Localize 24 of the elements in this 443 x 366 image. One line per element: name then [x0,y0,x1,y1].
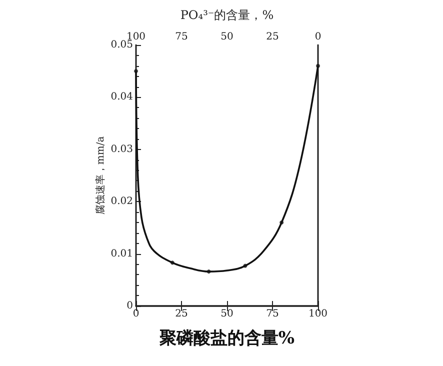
x-tick-label: 100 [308,308,328,320]
x-tick-label: 50 [220,308,234,320]
y-tick-label: 0.04 [110,92,133,103]
x2-tick-label: 0 [314,32,322,42]
x-tick-label: 25 [175,308,188,320]
y-axis-title: 腐蚀速率，mm/a [94,136,106,215]
point [170,260,174,265]
line-series [135,64,319,272]
x2-axis-title: PO₄³⁻的含量，% [180,8,274,22]
y-tick-label: 0.01 [110,248,133,260]
point [134,69,138,74]
point [280,220,284,224]
point [243,264,248,268]
x2-tick-label: 75 [175,32,188,42]
y-tick-label: 0.05 [110,40,133,50]
y-tick-label: 0.03 [110,144,133,155]
point [206,270,211,274]
y-tick-label: 0 [126,300,133,312]
point [316,64,320,68]
x-tick-label: 75 [266,308,279,320]
y-tick-label: 0.02 [110,196,133,208]
x2-tick-label: 25 [266,32,279,42]
x-axis-title: 聚磷酸盐的含量% [158,328,295,348]
x2-tick-label: 50 [220,32,234,42]
